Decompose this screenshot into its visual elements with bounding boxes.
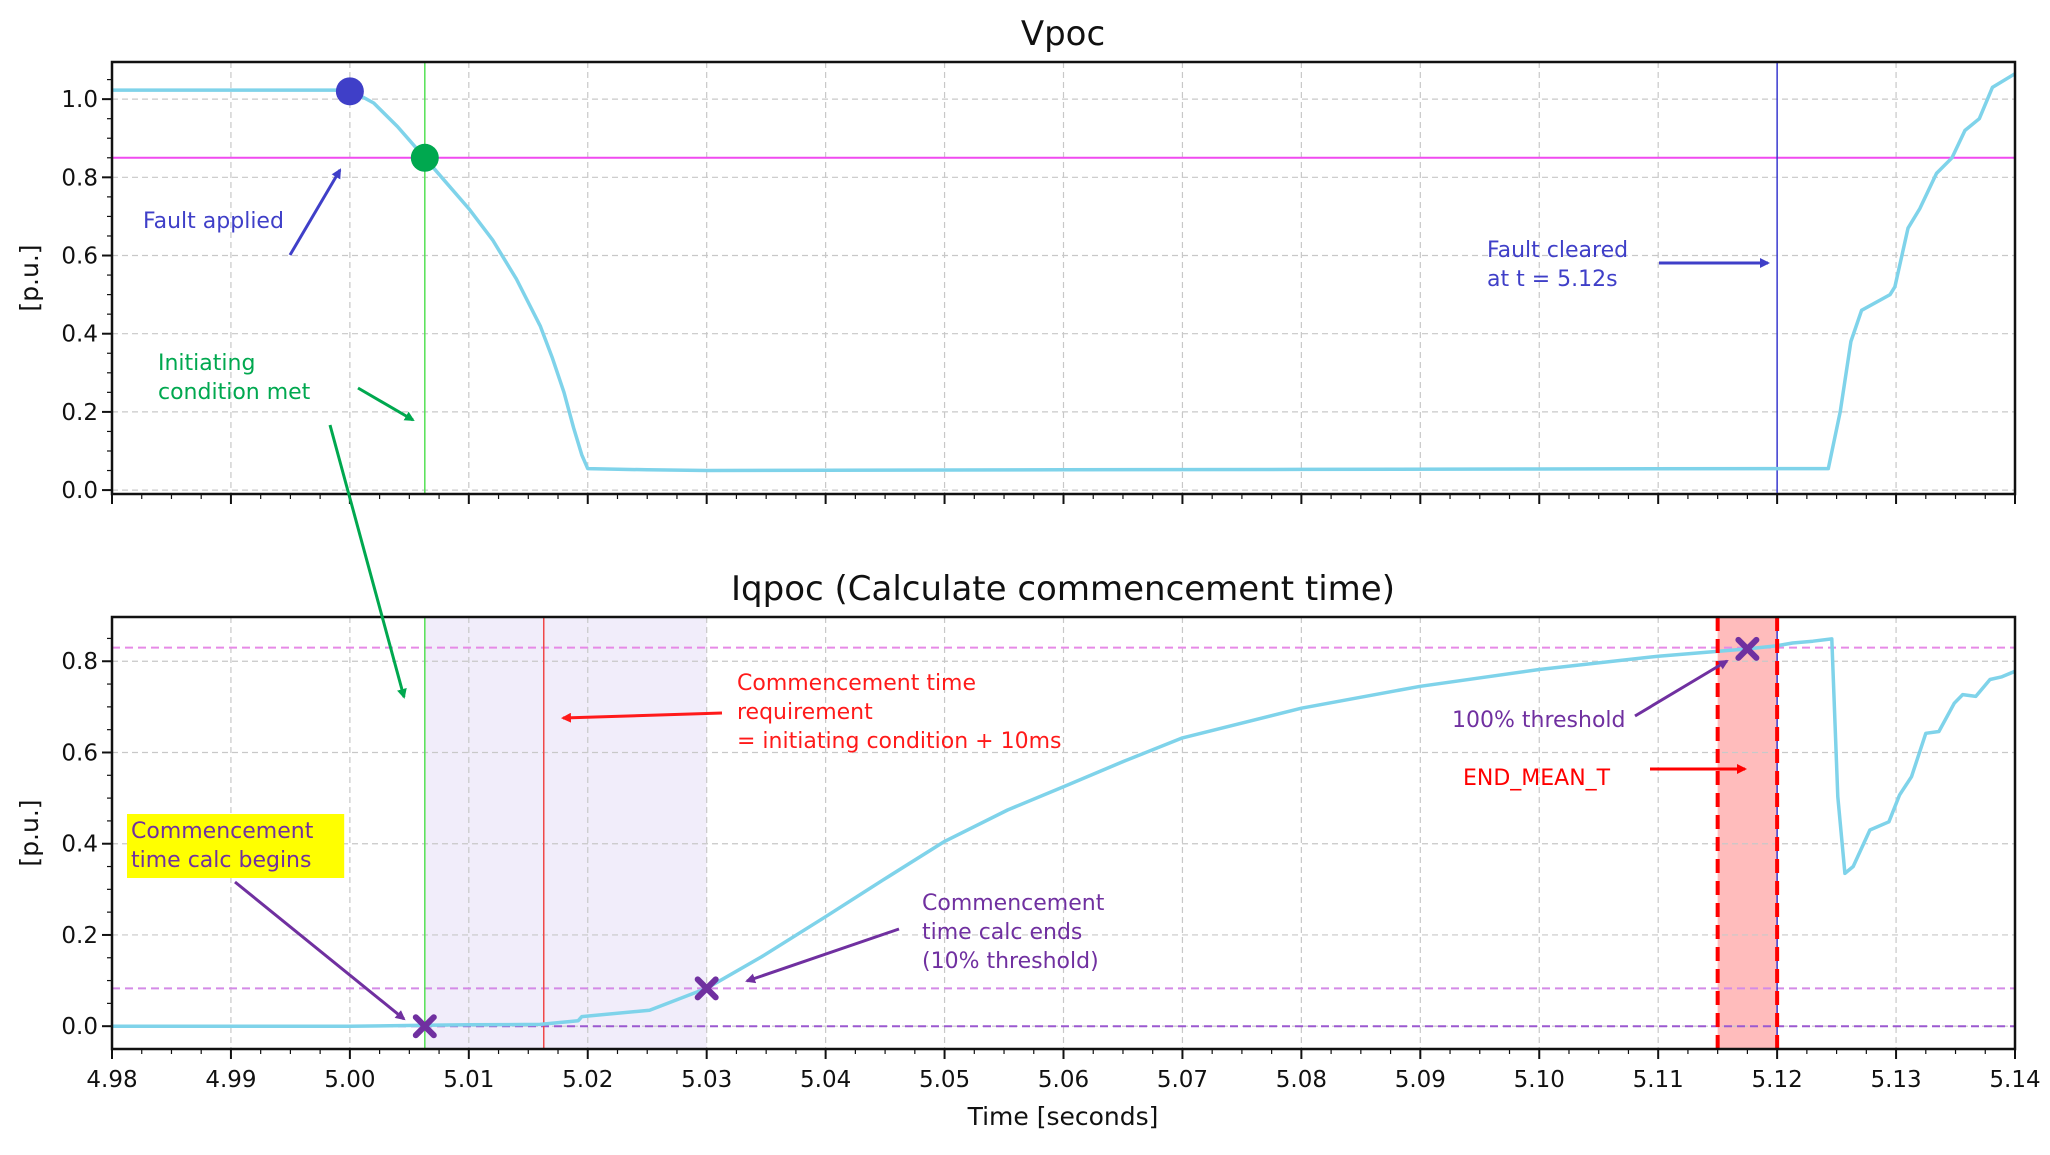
initiating-condition-label: Initiating condition met — [158, 351, 415, 422]
initiating-to-iqpoc-arrow — [328, 424, 407, 699]
x-tick-label: 5.10 — [1514, 1067, 1565, 1093]
fault-applied-marker — [335, 77, 364, 106]
annotation-arrow-icon — [234, 880, 406, 1021]
commencement-requirement-label: Commencement time requirement = initiating… — [561, 671, 1061, 754]
vpoc-plot-area: 0.0 0.2 0.4 0.6 0.8 1.0 Fault applied Initiatin… — [61, 60, 2017, 504]
annotation-text: (10% threshold) — [922, 949, 1099, 974]
annotation-text: Fault cleared — [1487, 238, 1628, 263]
annotation-arrow-icon — [745, 927, 900, 984]
annotation-text: condition met — [158, 380, 311, 405]
y-tick-label: 0.0 — [61, 1014, 98, 1040]
x-tick-label: 5.05 — [919, 1067, 970, 1093]
x-tick-label: 5.13 — [1870, 1067, 1921, 1093]
iqpoc-subplot: Iqpoc (Calculate commencement time) [p.u… — [15, 569, 2041, 1131]
series-vpoc-line — [112, 72, 2015, 473]
annotation-text: at t = 5.12s — [1487, 267, 1618, 292]
y-tick-label: 0.6 — [61, 740, 98, 766]
y-tick-label: 0.6 — [61, 244, 98, 270]
initiating-condition-marker — [410, 143, 439, 172]
calc-ends-label: Commencement time calc ends (10% threshold… — [745, 891, 1105, 984]
x-tick-label: 5.04 — [800, 1067, 851, 1093]
x-axis-label: Time [seconds] — [967, 1102, 1159, 1131]
iqpoc-ylabel: [p.u.] — [15, 799, 44, 866]
x-tick-label: 5.14 — [1989, 1067, 2040, 1093]
annotation-text: Initiating — [158, 351, 255, 376]
annotation-text: END_MEAN_T — [1463, 766, 1611, 791]
vpoc-subplot: Vpoc [p.u.] 0.0 0.2 0.4 0.6 0.8 1.0 Fault appl… — [15, 14, 2017, 504]
series-iqpoc-line — [112, 637, 2015, 1028]
x-tick-label: 5.06 — [1038, 1067, 1089, 1093]
x-tick-label: 5.09 — [1395, 1067, 1446, 1093]
y-tick-label: 0.2 — [61, 923, 98, 949]
iqpoc-plot-area: 4.98 4.99 5.00 5.01 5.02 5.03 5.04 5.05 5.06 5.07… — [61, 615, 2041, 1093]
x-tick-label: 5.01 — [443, 1067, 494, 1093]
x-tick-label: 4.98 — [86, 1067, 137, 1093]
y-tick-label: 0.0 — [61, 478, 98, 504]
end-mean-span — [1717, 617, 1778, 1049]
x-tick-label: 4.99 — [205, 1067, 256, 1093]
iqpoc-title: Iqpoc (Calculate commencement time) — [731, 569, 1395, 609]
annotation-arrow-icon — [357, 386, 415, 422]
x-tick-label: 5.03 — [681, 1067, 732, 1093]
threshold-100pct-label: 100% threshold — [1452, 659, 1729, 733]
plot-inner — [112, 617, 2015, 1049]
x-tick-label: 5.00 — [324, 1067, 375, 1093]
y-tick-label: 0.2 — [61, 400, 98, 426]
annotation-text: requirement — [737, 700, 873, 725]
vpoc-title: Vpoc — [1021, 14, 1105, 54]
y-tick-label: 0.4 — [61, 832, 98, 858]
annotation-arrow-icon — [1634, 659, 1729, 718]
annotation-text: Fault applied — [143, 209, 284, 234]
x-tick-label: 5.12 — [1752, 1067, 1803, 1093]
annotation-text: Commencement time — [737, 671, 976, 696]
calc-ends-marker — [694, 976, 719, 1001]
annotation-text: = initiating condition + 10ms — [737, 729, 1061, 754]
end-mean-label: END_MEAN_T — [1463, 764, 1747, 791]
annotation-arrow-icon — [561, 711, 723, 723]
fault-cleared-label: Fault cleared at t = 5.12s — [1487, 238, 1770, 292]
plot-inner — [112, 62, 2015, 494]
threshold-100pct-marker — [1735, 636, 1760, 661]
y-tick-label: 0.8 — [61, 165, 98, 191]
commencement-window-span — [424, 617, 707, 1049]
annotation-text: time calc ends — [922, 920, 1082, 945]
calc-begins-marker — [412, 1014, 437, 1039]
annotation-text: time calc begins — [131, 848, 311, 873]
x-tick-label: 5.07 — [1157, 1067, 1208, 1093]
annotation-arrow-icon — [288, 168, 342, 256]
annotation-text: Commencement — [922, 891, 1105, 916]
x-tick-label: 5.11 — [1633, 1067, 1684, 1093]
annotation-text: 100% threshold — [1452, 708, 1626, 733]
fault-applied-label: Fault applied — [143, 168, 342, 256]
annotation-text: Commencement — [131, 819, 314, 844]
vpoc-ylabel: [p.u.] — [15, 244, 44, 311]
calc-begins-label: Commencement time calc begins — [127, 814, 406, 1021]
x-tick-label: 5.02 — [562, 1067, 613, 1093]
highlight-box — [127, 814, 345, 878]
x-tick-label: 5.08 — [1276, 1067, 1327, 1093]
y-tick-label: 1.0 — [61, 87, 98, 113]
y-tick-label: 0.4 — [61, 322, 98, 348]
y-tick-label: 0.8 — [61, 649, 98, 675]
